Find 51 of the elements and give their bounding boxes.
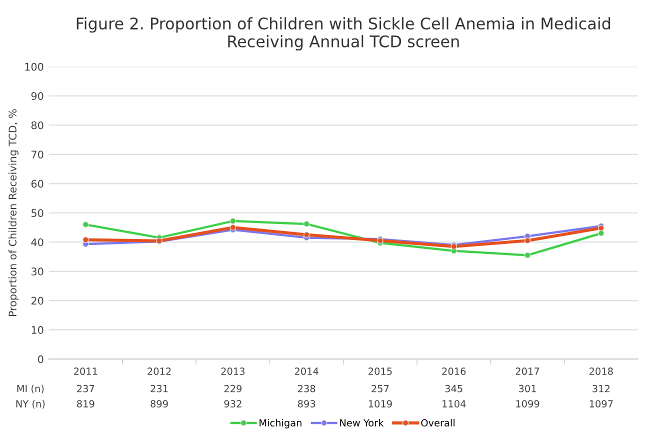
text: 312 bbox=[592, 384, 610, 392]
point bbox=[524, 252, 531, 258]
text: 819 bbox=[77, 400, 94, 408]
text: 301 bbox=[518, 384, 536, 392]
y-tick-label: 0 bbox=[38, 355, 44, 364]
point bbox=[230, 218, 236, 224]
y-tick-label: 30 bbox=[32, 268, 44, 276]
x-tick-label: 2013 bbox=[221, 368, 245, 375]
text: MI (n) bbox=[17, 384, 44, 394]
point bbox=[82, 221, 89, 228]
text: 1099 bbox=[516, 400, 540, 408]
legend-label: Overall bbox=[421, 418, 454, 427]
y-tick-label: 80 bbox=[31, 121, 44, 130]
x-tick-label: 2017 bbox=[516, 368, 540, 375]
point bbox=[230, 224, 236, 231]
point bbox=[598, 230, 604, 236]
y-tick-label: 90 bbox=[31, 92, 44, 100]
text: 345 bbox=[445, 384, 462, 392]
text: 231 bbox=[150, 384, 168, 392]
y-axis-title: Proportion of Children Receiving TCD, % bbox=[8, 109, 19, 316]
text: 899 bbox=[150, 400, 168, 408]
x-tick-label: 2012 bbox=[148, 368, 171, 375]
y-tick-label: 10 bbox=[32, 326, 44, 334]
text: NY (n) bbox=[16, 400, 45, 409]
legend-label: Michigan bbox=[260, 418, 302, 428]
point bbox=[303, 232, 310, 238]
x-tick-label: 2018 bbox=[590, 368, 613, 375]
y-tick-label: 70 bbox=[32, 150, 44, 158]
y-tick-label: 100 bbox=[25, 62, 44, 71]
x-tick-label: 2015 bbox=[368, 368, 392, 375]
y-tick-label: 60 bbox=[31, 180, 44, 188]
text: 932 bbox=[224, 400, 242, 408]
x-tick-label: 2016 bbox=[442, 368, 466, 375]
text: 229 bbox=[224, 384, 242, 392]
point bbox=[524, 238, 531, 244]
x-tick-label: 2014 bbox=[294, 368, 318, 375]
point bbox=[82, 236, 89, 243]
chart-title: Figure 2. Proportion of Children with Sickle Cell Anemia in Medicaid Receiving Annual TCD screen bbox=[76, 17, 610, 51]
text: 238 bbox=[298, 384, 316, 392]
y-tick-label: 40 bbox=[31, 238, 44, 246]
text: 1104 bbox=[442, 400, 466, 408]
x-tick-label: 2011 bbox=[74, 368, 98, 375]
text: 1097 bbox=[590, 400, 613, 408]
y-tick-label: 20 bbox=[31, 296, 44, 305]
text: 237 bbox=[77, 384, 94, 392]
legend-label: New York bbox=[340, 418, 384, 427]
text: 1019 bbox=[368, 400, 392, 408]
point bbox=[303, 220, 310, 228]
text: 893 bbox=[298, 400, 316, 408]
y-tick-label: 50 bbox=[32, 209, 44, 217]
text: 257 bbox=[372, 384, 389, 392]
